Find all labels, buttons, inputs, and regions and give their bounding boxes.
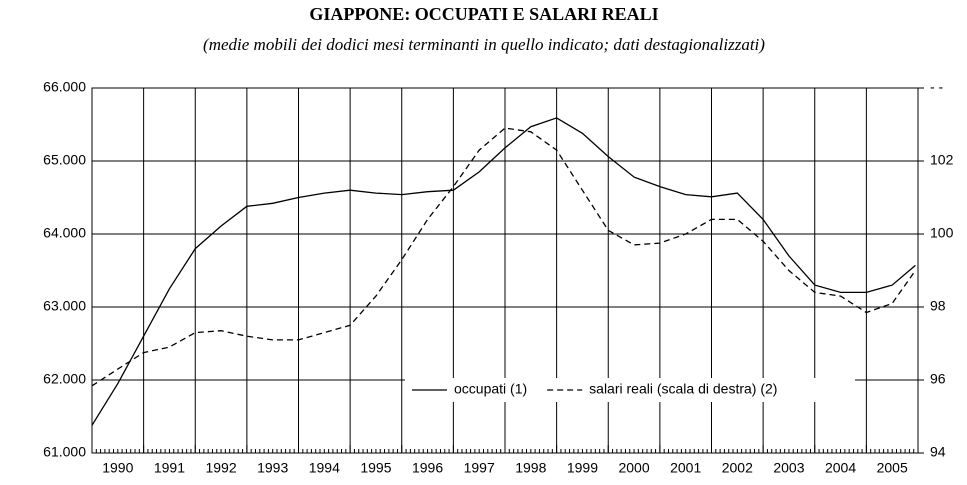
x-tick-label: 2002	[722, 460, 753, 476]
x-tick-label: 1992	[205, 460, 236, 476]
x-tick-label: 2005	[877, 460, 908, 476]
legend-box	[405, 378, 855, 402]
x-tick-label: 1998	[515, 460, 546, 476]
y2-tick-label: - -	[930, 79, 944, 95]
x-tick-label: 2001	[670, 460, 701, 476]
y-tick-label: 66.000	[43, 79, 86, 95]
legend-label: salari reali (scala di destra) (2)	[589, 381, 777, 397]
x-tick-label: 1993	[257, 460, 288, 476]
y-tick-label: 63.000	[43, 298, 86, 314]
y2-tick-label: 96	[930, 371, 946, 387]
series-line	[91, 127, 916, 387]
x-tick-label: 1996	[412, 460, 443, 476]
plot-frame	[91, 87, 919, 454]
chart-title: GIAPPONE: OCCUPATI E SALARI REALI	[309, 4, 658, 24]
x-tick-label: 2004	[825, 460, 856, 476]
x-tick-label: 1994	[309, 460, 340, 476]
y2-tick-label: 98	[930, 298, 946, 314]
x-tick-label: 2000	[618, 460, 649, 476]
legend-label: occupati (1)	[454, 381, 527, 397]
y-tick-label: 64.000	[43, 225, 86, 241]
y2-tick-label: 100	[930, 225, 954, 241]
y-tick-label: 65.000	[43, 152, 86, 168]
y-tick-label: 61.000	[43, 444, 86, 460]
chart-subtitle: (medie mobili dei dodici mesi terminanti…	[203, 35, 765, 54]
y-tick-label: 62.000	[43, 371, 86, 387]
x-tick-label: 1997	[464, 460, 495, 476]
x-tick-label: 2003	[773, 460, 804, 476]
x-tick-label: 1995	[360, 460, 391, 476]
x-tick-label: 1990	[102, 460, 133, 476]
series-line	[91, 117, 916, 426]
x-tick-label: 1999	[567, 460, 598, 476]
legend: occupati (1) salari reali (scala di destr…	[405, 378, 855, 402]
y2-tick-label: 94	[930, 444, 946, 460]
x-tick-label: 1991	[154, 460, 185, 476]
y2-tick-label: 102	[930, 152, 954, 168]
